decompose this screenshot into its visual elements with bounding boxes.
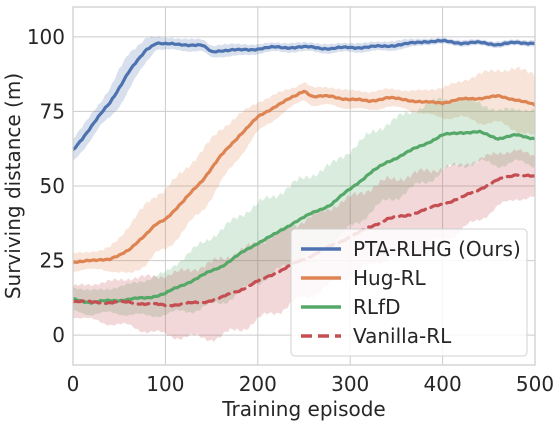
y-axis-label: Surviving distance (m) <box>1 73 25 299</box>
x-tick-label: 500 <box>516 372 554 396</box>
series-line-hug-rl <box>73 89 535 264</box>
legend-label: Hug-RL <box>353 266 427 290</box>
y-tick-labels: 0 25 50 75 100 <box>27 25 65 347</box>
legend: PTA-RLHG (Ours) Hug-RL RLfD Vanilla-RL <box>290 228 528 357</box>
x-tick-label: 100 <box>146 372 184 396</box>
x-axis-label: Training episode <box>221 397 386 421</box>
x-tick-label: 0 <box>67 372 80 396</box>
x-tick-label: 200 <box>239 372 277 396</box>
x-tick-labels: 0 100 200 300 400 500 <box>67 372 554 396</box>
plot-frame <box>72 6 536 366</box>
legend-box <box>290 228 528 357</box>
legend-label: Vanilla-RL <box>353 324 452 348</box>
band-rlfd <box>73 96 535 318</box>
y-tick-label: 75 <box>40 99 65 123</box>
legend-label: RLfD <box>353 295 400 319</box>
series-line-pta-rlhg-ours <box>73 38 535 152</box>
legend-label: PTA-RLHG (Ours) <box>353 237 521 261</box>
y-tick-label: 0 <box>52 323 65 347</box>
y-tick-label: 50 <box>40 174 65 198</box>
y-tick-label: 25 <box>40 249 65 273</box>
band-hug-rl <box>73 66 535 274</box>
y-tick-label: 100 <box>27 25 65 49</box>
x-tick-label: 400 <box>424 372 462 396</box>
series-line-rlfd <box>73 129 535 305</box>
x-tick-label: 300 <box>331 372 369 396</box>
